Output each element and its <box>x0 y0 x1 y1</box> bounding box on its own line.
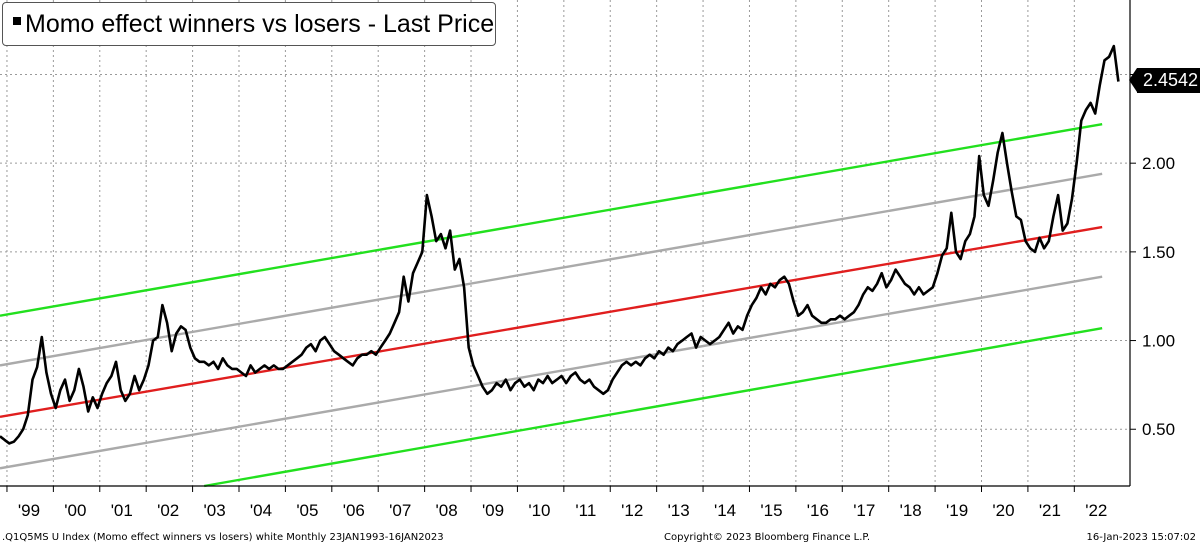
x-tick-label: '15 <box>760 501 782 520</box>
trend-lines <box>0 122 1103 488</box>
series <box>0 44 1120 445</box>
x-tick-label: '13 <box>668 501 690 520</box>
y-tick-label: 1.00 <box>1142 332 1175 351</box>
x-tick-label: '08 <box>436 501 458 520</box>
x-tick-label: '09 <box>482 501 504 520</box>
chart-title-box: Momo effect winners vs losers - Last Pri… <box>2 2 496 46</box>
x-tick-label: '05 <box>296 501 318 520</box>
axes: 0.501.001.502.002.50'99'00'01'02'03'04'0… <box>0 0 1175 520</box>
x-tick-label: '07 <box>389 501 411 520</box>
x-tick-label: '20 <box>992 501 1014 520</box>
x-tick-label: '99 <box>18 501 40 520</box>
chart-title: Momo effect winners vs losers - Last Pri… <box>25 9 495 38</box>
x-tick-label: '19 <box>946 501 968 520</box>
trend-line <box>203 326 1103 488</box>
last-price-tag: 2.4542 <box>1128 68 1200 93</box>
x-tick-label: '04 <box>250 501 272 520</box>
x-tick-label: '11 <box>575 501 596 520</box>
x-tick-label: '17 <box>853 501 875 520</box>
y-tick-label: 0.50 <box>1142 420 1175 439</box>
y-tick-label: 1.50 <box>1142 243 1175 262</box>
footer-index-info: .Q1Q5MS U Index (Momo effect winners vs … <box>2 532 444 543</box>
x-tick-label: '02 <box>157 501 179 520</box>
price-series-line <box>0 44 1120 445</box>
trend-line <box>0 172 1103 367</box>
x-tick-label: '16 <box>807 501 829 520</box>
footer-timestamp: 16-Jan-2023 15:07:02 <box>1086 532 1196 543</box>
trend-line <box>0 225 1103 419</box>
x-tick-label: '06 <box>343 501 365 520</box>
trend-line <box>0 122 1103 317</box>
x-tick-label: '18 <box>900 501 922 520</box>
grid <box>0 0 1130 486</box>
footer-copyright: Copyright© 2023 Bloomberg Finance L.P. <box>664 532 871 543</box>
x-tick-label: '22 <box>1085 501 1107 520</box>
x-tick-label: '10 <box>528 501 550 520</box>
x-tick-label: '03 <box>204 501 226 520</box>
trend-line <box>0 275 1103 470</box>
x-tick-label: '14 <box>714 501 736 520</box>
legend-marker <box>13 17 21 25</box>
x-tick-label: '12 <box>621 501 643 520</box>
x-tick-label: '00 <box>64 501 86 520</box>
y-tick-label: 2.00 <box>1142 154 1175 173</box>
x-tick-label: '01 <box>111 501 133 520</box>
x-tick-label: '21 <box>1039 501 1061 520</box>
